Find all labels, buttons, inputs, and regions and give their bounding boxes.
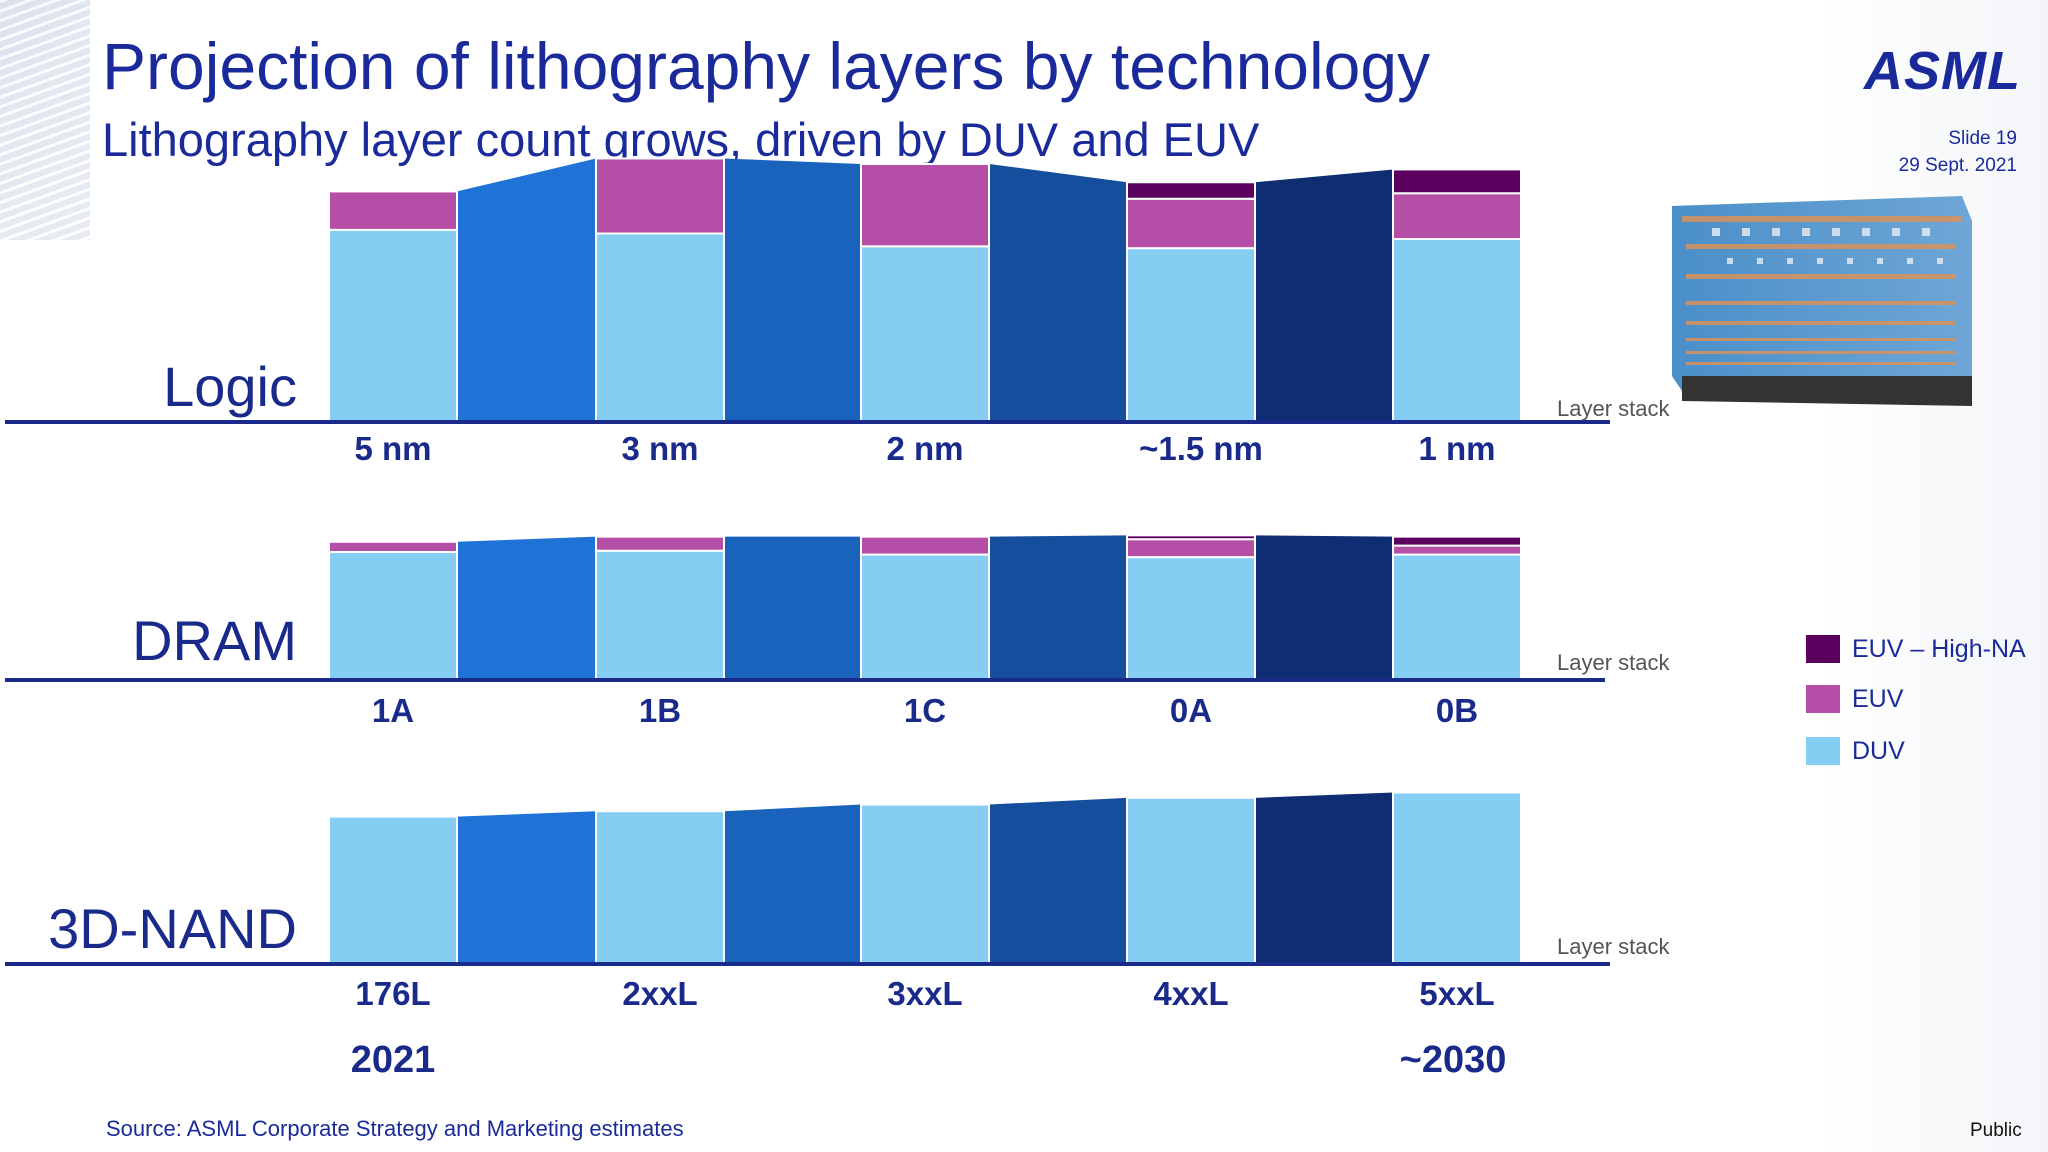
bar-segment [1126, 556, 1256, 681]
source-note: Source: ASML Corporate Strategy and Mark… [106, 1116, 684, 1141]
bar-segment [1392, 238, 1522, 423]
panel-title: 3D-NAND [48, 897, 297, 960]
connector-band [724, 804, 861, 964]
connector-band [1255, 792, 1393, 964]
connector-band [1255, 535, 1393, 680]
bar-segment [328, 190, 458, 231]
category-label: 4xxL [1153, 975, 1228, 1012]
bar-segment [595, 535, 725, 552]
axis-note: Layer stack [1557, 650, 1670, 675]
connector-band [989, 535, 1127, 680]
bar-segment [595, 810, 725, 965]
bar-segment [1126, 181, 1256, 200]
bar-segment [328, 228, 458, 423]
bar-segment [595, 157, 725, 235]
legend-label: EUV [1852, 684, 1904, 713]
background-decoration [0, 0, 90, 240]
category-label: 2 nm [886, 430, 963, 467]
timeline-start: 2021 [351, 1039, 436, 1081]
bar-segment [860, 162, 990, 248]
bar-segment [1126, 538, 1256, 559]
bar-segment [595, 549, 725, 681]
slide-title: Projection of lithography layers by tech… [102, 29, 1431, 103]
bar-segment [595, 232, 725, 423]
category-label: 5 nm [354, 430, 431, 467]
bar-segment [1126, 247, 1256, 423]
connector-band [457, 811, 596, 964]
legend-swatch [1806, 685, 1840, 713]
bar-segment [1392, 791, 1522, 965]
bar-segment [1392, 553, 1522, 681]
axis-note: Layer stack [1557, 934, 1670, 959]
category-label: 1A [372, 692, 414, 729]
axis-note: Layer stack [1557, 396, 1670, 421]
panel-title: Logic [163, 355, 297, 418]
bar-segment [328, 815, 458, 965]
bar-segment [1392, 544, 1522, 556]
legend-swatch [1806, 635, 1840, 663]
legend-euv-highna: EUV – High-NA [1806, 632, 2026, 666]
asml-logo: ASML [1864, 41, 2021, 101]
bar-segment [328, 551, 458, 681]
connector-band [1255, 169, 1393, 422]
category-label: 3 nm [621, 430, 698, 467]
connector-band [457, 536, 596, 680]
legend-duv: DUV [1806, 734, 1905, 768]
category-label: 176L [355, 975, 430, 1012]
bar-segment [860, 553, 990, 681]
slide-number: Slide 19 [1948, 128, 2017, 149]
connector-band [989, 797, 1127, 964]
legend-swatch [1806, 737, 1840, 765]
bar-segment [860, 245, 990, 423]
connector-band [724, 536, 861, 680]
connector-band [457, 158, 596, 423]
category-label: ~1.5 nm [1139, 430, 1263, 467]
bar-segment [1126, 796, 1256, 966]
bar-segment [1392, 168, 1522, 195]
legend-euv: EUV [1806, 682, 1903, 716]
category-label: 0B [1436, 692, 1478, 729]
slide-date: 29 Sept. 2021 [1898, 155, 2017, 176]
background-panel [1818, 0, 2048, 1152]
category-label: 3xxL [887, 975, 962, 1012]
connector-band [989, 163, 1127, 422]
bar-segment [860, 803, 990, 965]
bar-segment [1392, 192, 1522, 240]
legend-label: DUV [1852, 736, 1905, 765]
legend-label: EUV – High-NA [1852, 634, 2026, 663]
connector-band [724, 158, 861, 423]
category-label: 1C [904, 692, 946, 729]
bar-segment [1126, 197, 1256, 250]
bar-segment [328, 540, 458, 554]
slide-subtitle: Lithography layer count grows, driven by… [102, 113, 1260, 166]
bar-segment [860, 535, 990, 556]
category-label: 2xxL [622, 975, 697, 1012]
panel-title: DRAM [132, 609, 297, 672]
bar-segment [1392, 535, 1522, 547]
layer-stack-illustration [1672, 196, 1972, 406]
classification-label: Public [1970, 1120, 2022, 1141]
category-label: 0A [1170, 692, 1212, 729]
bar-segment [1126, 534, 1256, 541]
category-label: 1 nm [1418, 430, 1495, 467]
category-label: 5xxL [1419, 975, 1494, 1012]
timeline-end: ~2030 [1400, 1039, 1507, 1081]
category-label: 1B [639, 692, 681, 729]
